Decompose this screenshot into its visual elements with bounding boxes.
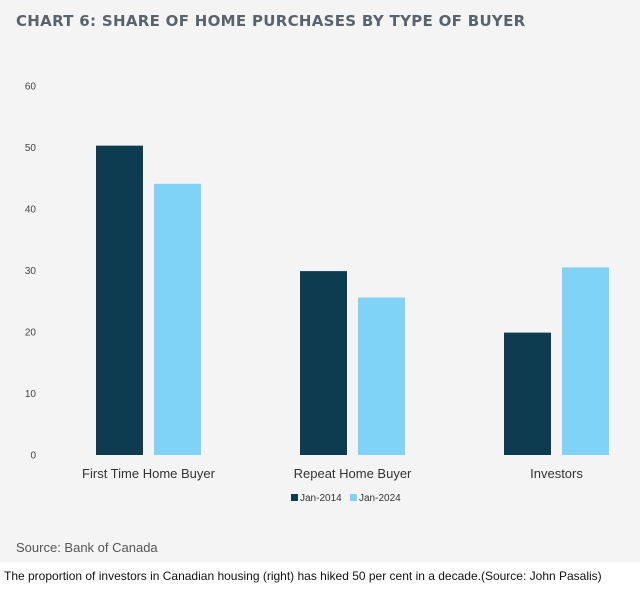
bar-jan-2024 [154,183,201,455]
legend-swatch [350,494,357,501]
y-tick-label: 50 [25,143,37,154]
y-axis: 0 10 20 30 40 50 60 [25,82,37,462]
bars [96,145,609,455]
legend-label: Jan-2014 [300,493,342,504]
legend-swatch [291,494,298,501]
chart-title: CHART 6: SHARE OF HOME PURCHASES BY TYPE… [16,12,526,30]
x-category-label: First Time Home Buyer [82,466,216,481]
image-caption: The proportion of investors in Canadian … [4,569,602,583]
y-tick-label: 40 [25,205,37,216]
x-axis: First Time Home Buyer Repeat Home Buyer In… [82,466,583,481]
legend-label: Jan-2024 [359,493,401,504]
bar-jan-2024 [562,267,609,455]
legend: Jan-2014 Jan-2024 [291,493,401,504]
chart-panel: CHART 6: SHARE OF HOME PURCHASES BY TYPE… [0,0,640,562]
bar-jan-2024 [358,297,405,455]
y-tick-label: 20 [25,328,37,339]
x-category-label: Investors [530,466,583,481]
bar-jan-2014 [300,271,347,455]
bar-jan-2014 [504,332,551,455]
y-tick-label: 0 [30,451,36,462]
x-category-label: Repeat Home Buyer [294,466,412,481]
y-tick-label: 30 [25,266,37,277]
source-note: Source: Bank of Canada [16,540,158,555]
y-tick-label: 10 [25,389,37,400]
bar-chart: 0 10 20 30 40 50 60 First Time Home Buyer Repea… [25,82,609,504]
bar-jan-2014 [96,145,143,455]
y-tick-label: 60 [25,82,37,93]
